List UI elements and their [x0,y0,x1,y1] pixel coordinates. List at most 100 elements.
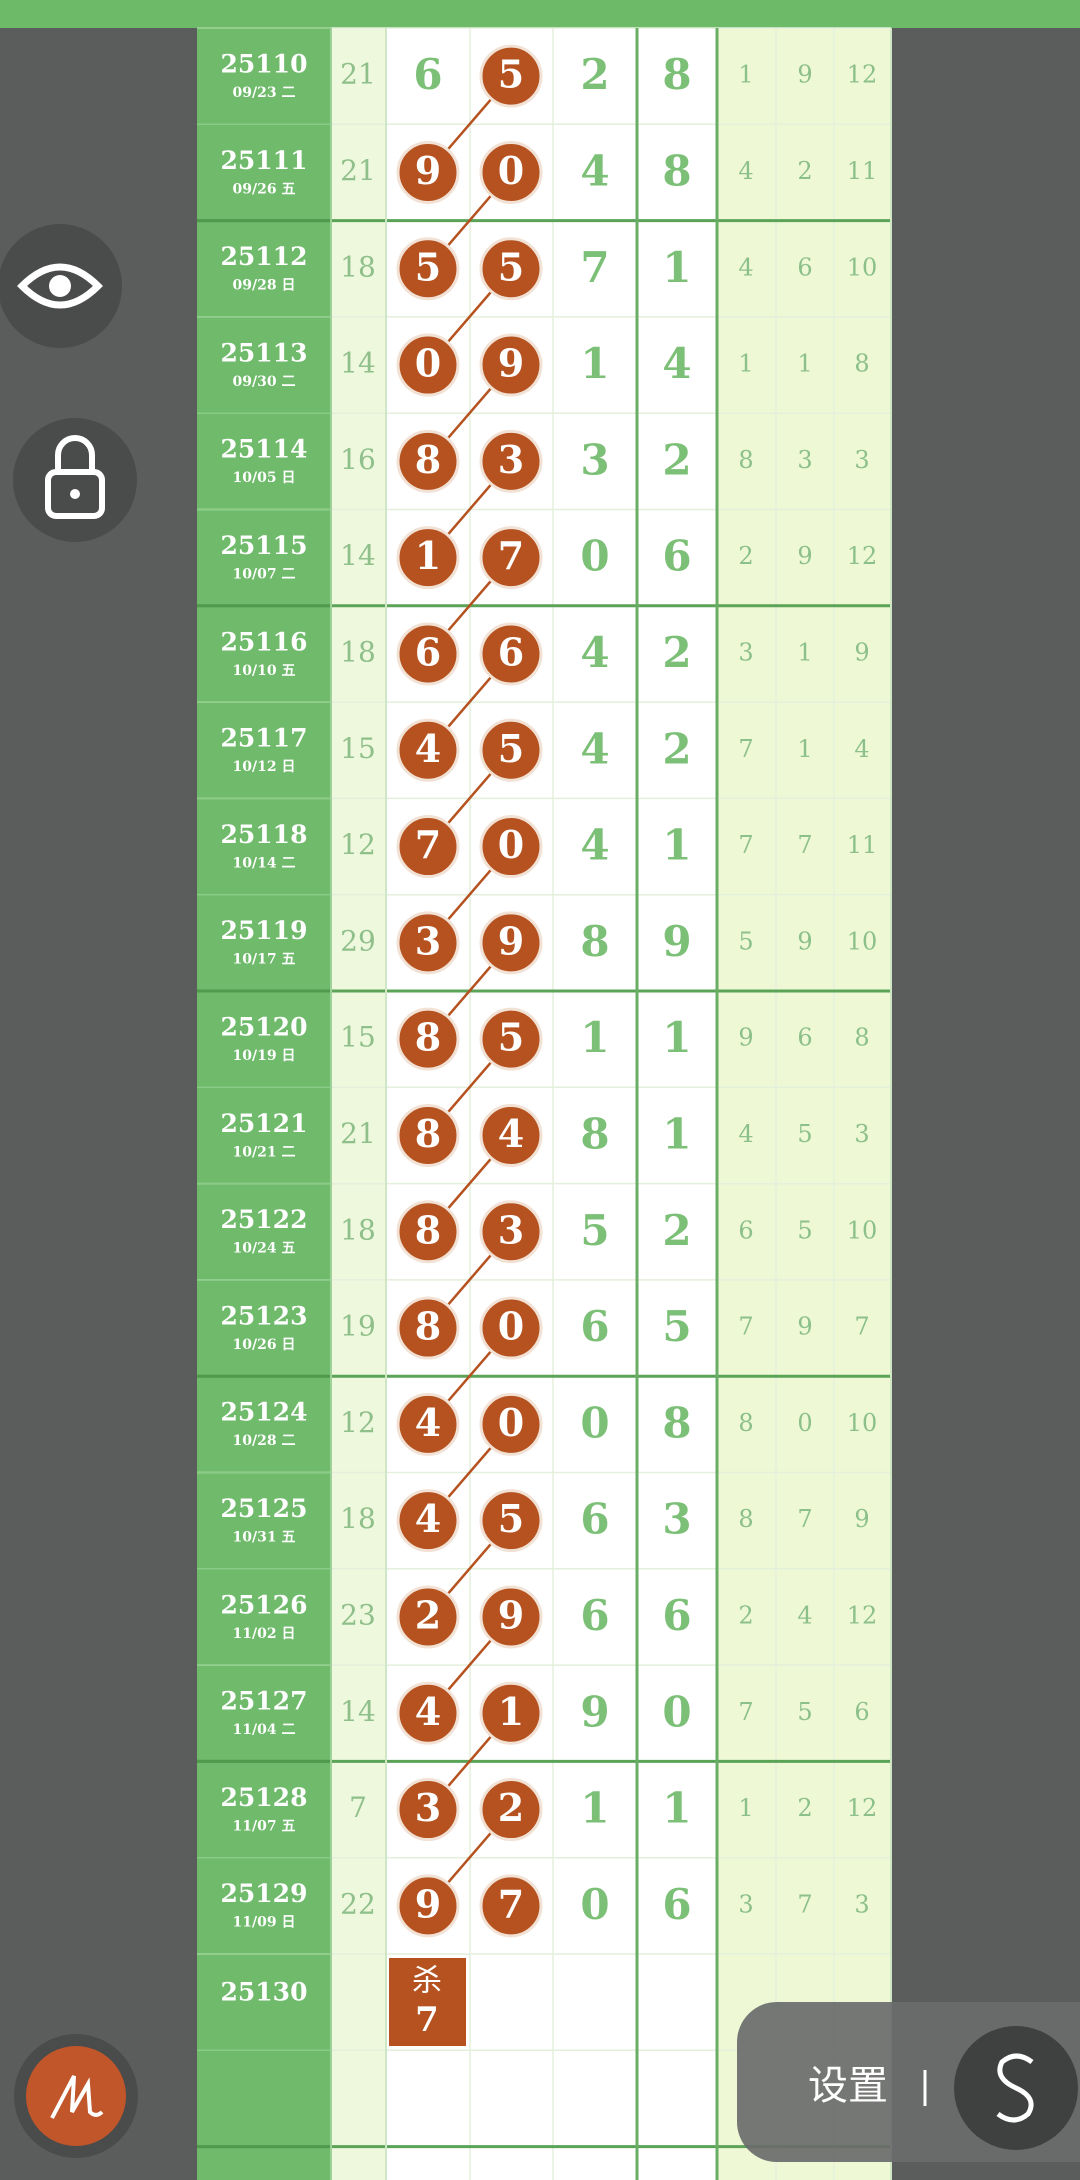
digit: 4 [662,339,691,388]
sum-column [331,28,386,2180]
digit: 7 [415,822,441,867]
digit-circle [396,1681,460,1745]
lock-body [45,469,105,519]
issue: 25113 [221,338,308,367]
right-value: 11 [847,157,878,185]
digit-circle [479,1200,543,1264]
digit-circle [479,1103,543,1167]
digit: 8 [580,917,609,966]
right-value: 5 [797,1216,812,1244]
pen-button[interactable] [26,2046,126,2146]
digit-circle [396,1007,460,1071]
right-value: 9 [797,1313,812,1341]
digit: 9 [498,1592,524,1637]
digit: 9 [415,1881,441,1926]
issue: 25116 [221,627,308,656]
digit: 4 [580,821,609,870]
date: 09/23 二 [233,85,296,101]
sum: 14 [340,539,376,572]
right-value: 1 [797,735,812,763]
sum: 12 [340,828,376,861]
sum: 22 [340,1887,376,1920]
date: 10/24 五 [233,1241,296,1257]
right-value: 8 [738,446,753,474]
date: 10/10 五 [233,663,296,679]
digit: 8 [662,1398,691,1447]
digit-circle [479,429,543,493]
digit-circle [396,1296,460,1360]
date: 10/28 二 [233,1433,296,1449]
digit: 6 [580,1302,609,1351]
right-value: 3 [854,1890,869,1918]
date: 10/19 日 [233,1048,296,1064]
lock-shackle [55,435,95,474]
issue: 25122 [221,1205,308,1234]
digit: 9 [662,917,691,966]
right-value: 9 [797,542,812,570]
right-value: 9 [738,1024,753,1052]
digit: 1 [580,1013,609,1062]
eye-icon [17,263,103,309]
digit: 0 [415,341,441,386]
sum: 7 [349,1791,367,1824]
digit: 2 [415,1592,441,1637]
digit-circle [479,140,543,204]
digit: 0 [498,822,524,867]
right-value: 7 [797,1505,812,1533]
digit: 7 [498,533,524,578]
digit: 5 [498,244,524,289]
digit: 9 [498,341,524,386]
right-value: 9 [854,1505,869,1533]
sum: 21 [340,154,376,187]
digit-circle [396,815,460,879]
digit-circle [479,1778,543,1842]
right-value: 2 [738,1601,753,1629]
right-value: 12 [847,61,878,89]
digit-circle [479,1392,543,1456]
date: 10/31 五 [233,1530,296,1546]
digit-circle [396,1874,460,1938]
digit-circle [396,1489,460,1553]
digit: 3 [498,1207,524,1252]
digit-circle [479,526,543,590]
digit: 8 [662,50,691,99]
digit-circle [479,333,543,397]
lock-button[interactable] [13,418,137,542]
right-value: 6 [738,1216,753,1244]
digit-circle [396,622,460,686]
date: 10/17 五 [233,952,296,968]
digit: 0 [662,1687,691,1736]
digit: 4 [498,1111,524,1156]
right-value: 7 [797,831,812,859]
sum: 18 [340,250,376,283]
digit: 8 [415,1015,441,1060]
right-value: 0 [797,1409,812,1437]
digit-circle [479,622,543,686]
digit-circle [479,911,543,975]
right-value: 7 [738,831,753,859]
sum: 18 [340,635,376,668]
digit: 6 [415,629,441,674]
digit: 5 [498,1015,524,1060]
settings-label[interactable]: 设置 [808,2063,888,2109]
digit: 6 [662,532,691,581]
right-value: 11 [847,831,878,859]
sum: 21 [340,1117,376,1150]
digit: 0 [498,148,524,193]
digit-circle [479,1489,543,1553]
sum: 23 [340,1598,376,1631]
digit: 3 [662,1495,691,1544]
digit-circle [396,140,460,204]
right-value: 3 [797,446,812,474]
digit: 1 [662,1784,691,1833]
issue: 25118 [221,820,308,849]
s-icon [996,2053,1034,2123]
issue: 25110 [221,50,308,79]
digit: 6 [413,50,442,99]
digit: 8 [580,1109,609,1158]
right-value: 4 [854,735,869,763]
digit-circle [479,44,543,108]
digit: 4 [580,724,609,773]
right-value: 2 [797,157,812,185]
